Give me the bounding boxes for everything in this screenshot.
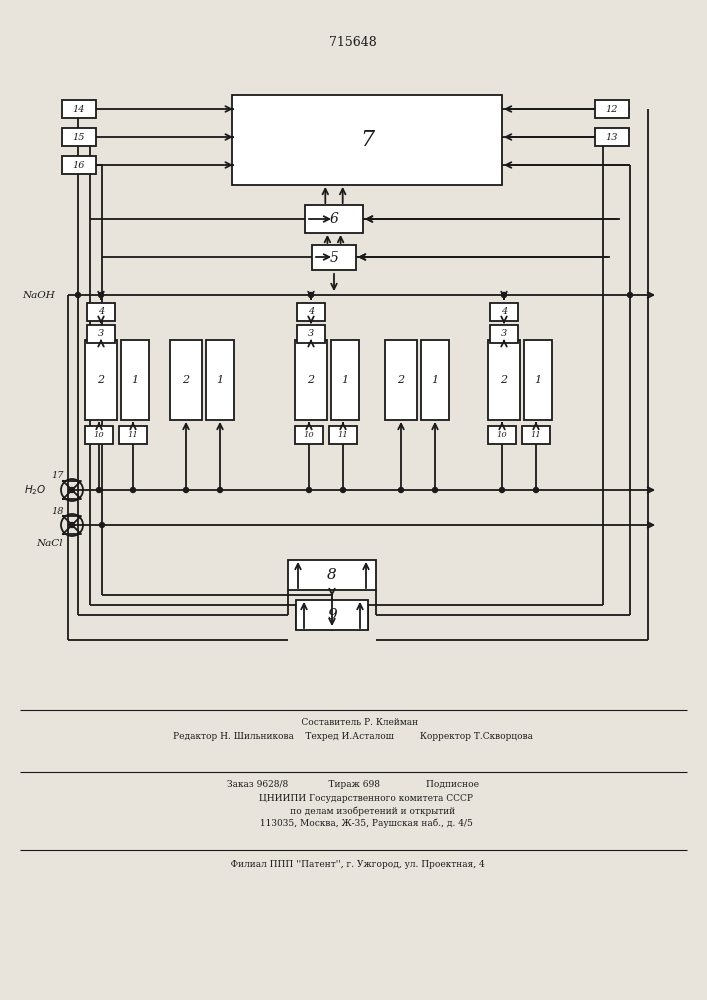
Text: 6: 6 — [329, 212, 339, 226]
Bar — [62, 156, 96, 174]
Bar — [288, 560, 376, 590]
Text: 10: 10 — [496, 431, 508, 439]
Text: NaOH: NaOH — [22, 290, 55, 300]
Circle shape — [399, 488, 404, 492]
Text: 10: 10 — [303, 431, 315, 439]
Text: 2: 2 — [501, 375, 508, 385]
Text: 12: 12 — [606, 104, 618, 113]
Text: Редактор Н. Шильникова    Техред И.Асталош         Корректор Т.Скворцова: Редактор Н. Шильникова Техред И.Асталош … — [173, 732, 533, 741]
Text: 18: 18 — [52, 506, 64, 516]
Text: 13: 13 — [606, 132, 618, 141]
Text: 4: 4 — [501, 308, 507, 316]
Text: ЦНИИПИ Государственного комитета СССР: ЦНИИПИ Государственного комитета СССР — [233, 794, 473, 803]
Bar — [232, 95, 502, 185]
Text: Филиал ППП ''Патент'', г. Ужгород, ул. Проектная, 4: Филиал ППП ''Патент'', г. Ужгород, ул. П… — [221, 860, 484, 869]
Bar — [595, 128, 629, 146]
Text: 3: 3 — [98, 330, 104, 338]
Circle shape — [100, 522, 105, 528]
Text: 1: 1 — [216, 375, 223, 385]
Bar — [297, 325, 325, 343]
Circle shape — [433, 488, 438, 492]
Text: 1: 1 — [534, 375, 542, 385]
Text: 10: 10 — [93, 431, 105, 439]
Bar — [62, 100, 96, 118]
Circle shape — [131, 488, 136, 492]
Circle shape — [341, 488, 346, 492]
Text: по делам изобретений и открытий: по делам изобретений и открытий — [250, 806, 455, 816]
Text: 15: 15 — [73, 132, 86, 141]
Circle shape — [98, 292, 103, 298]
Bar — [295, 426, 323, 444]
Text: 3: 3 — [308, 330, 314, 338]
Circle shape — [534, 488, 539, 492]
Bar — [421, 340, 449, 420]
Bar — [297, 303, 325, 321]
Circle shape — [500, 488, 505, 492]
Circle shape — [69, 522, 74, 528]
Text: 16: 16 — [73, 160, 86, 169]
Text: Составитель Р. Клейман: Составитель Р. Клейман — [288, 718, 419, 727]
Text: 1: 1 — [341, 375, 349, 385]
Text: 4: 4 — [308, 308, 314, 316]
Bar — [206, 340, 234, 420]
Bar — [87, 303, 115, 321]
Bar — [296, 600, 368, 630]
Bar — [522, 426, 550, 444]
Bar — [595, 100, 629, 118]
Bar — [524, 340, 552, 420]
Bar — [85, 340, 117, 420]
Circle shape — [184, 488, 189, 492]
Text: 2: 2 — [98, 375, 105, 385]
Text: 5: 5 — [329, 250, 339, 264]
Text: 11: 11 — [338, 431, 349, 439]
Bar — [331, 340, 359, 420]
Text: Заказ 9628/8              Тираж 698                Подписное: Заказ 9628/8 Тираж 698 Подписное — [227, 780, 479, 789]
Circle shape — [628, 292, 633, 298]
Circle shape — [501, 292, 506, 298]
Bar — [329, 426, 357, 444]
Bar — [312, 245, 356, 270]
Text: 14: 14 — [73, 104, 86, 113]
Circle shape — [69, 488, 74, 492]
Circle shape — [76, 292, 81, 298]
Bar — [490, 325, 518, 343]
Bar — [121, 340, 149, 420]
Bar — [85, 426, 113, 444]
Text: 1: 1 — [431, 375, 438, 385]
Text: 11: 11 — [531, 431, 542, 439]
Bar — [62, 128, 96, 146]
Bar — [490, 303, 518, 321]
Text: $H_2O$: $H_2O$ — [23, 483, 46, 497]
Text: 113035, Москва, Ж-35, Раушская наб., д. 4/5: 113035, Москва, Ж-35, Раушская наб., д. … — [233, 818, 472, 828]
Text: 17: 17 — [52, 472, 64, 481]
Bar — [488, 340, 520, 420]
Circle shape — [308, 292, 313, 298]
Bar — [87, 325, 115, 343]
Bar — [119, 426, 147, 444]
Text: 2: 2 — [308, 375, 315, 385]
Text: 2: 2 — [182, 375, 189, 385]
Bar — [488, 426, 516, 444]
Text: 3: 3 — [501, 330, 507, 338]
Circle shape — [218, 488, 223, 492]
Bar — [305, 205, 363, 233]
Bar — [295, 340, 327, 420]
Text: 8: 8 — [327, 568, 337, 582]
Circle shape — [96, 488, 102, 492]
Text: 2: 2 — [397, 375, 404, 385]
Text: 11: 11 — [128, 431, 139, 439]
Text: 1: 1 — [132, 375, 139, 385]
Text: NaCl: NaCl — [37, 538, 64, 548]
Circle shape — [307, 488, 312, 492]
Text: 9: 9 — [327, 608, 337, 622]
Text: 7: 7 — [360, 129, 374, 151]
Bar — [385, 340, 417, 420]
Text: 715648: 715648 — [329, 35, 377, 48]
Bar — [170, 340, 202, 420]
Text: 4: 4 — [98, 308, 104, 316]
